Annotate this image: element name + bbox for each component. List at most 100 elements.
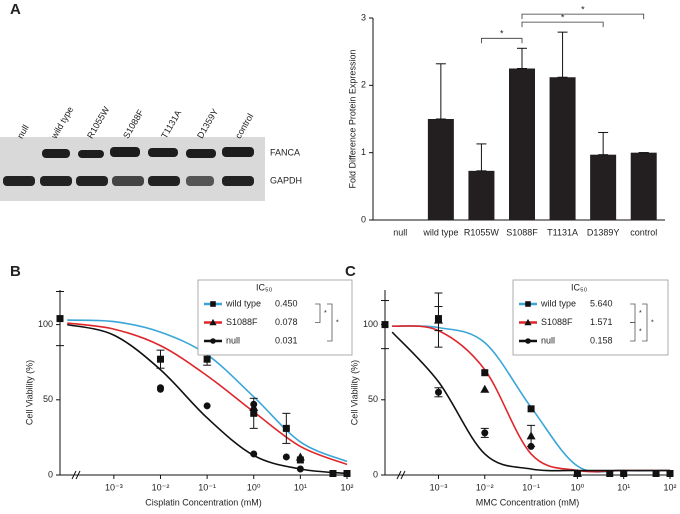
- legend-box: [197, 279, 353, 356]
- marker-square: [56, 315, 64, 323]
- bar: [630, 152, 657, 220]
- marker-square: [250, 409, 258, 417]
- legend-ic50: 0.450: [275, 298, 298, 308]
- blot-background: [0, 137, 265, 201]
- marker-triangle: [209, 318, 217, 326]
- panel-label: C: [345, 263, 356, 280]
- band: [76, 176, 108, 186]
- marker-square: [282, 424, 290, 432]
- error-bar: [598, 131, 609, 156]
- band: [42, 149, 70, 158]
- significance-label: *: [561, 13, 565, 23]
- x-tick-label: 10²: [663, 482, 676, 492]
- y-tick-label: 0: [48, 469, 53, 479]
- band: [222, 176, 254, 186]
- x-tick-label: 10¹: [294, 482, 307, 492]
- fanca-bands: [42, 147, 254, 158]
- x-tick-label: 10⁻²: [476, 482, 494, 492]
- band: [148, 176, 180, 186]
- band-label: GAPDH: [270, 175, 302, 185]
- marker-square: [481, 369, 489, 377]
- legend-significance: *: [651, 319, 654, 326]
- x-tick-label: null: [393, 227, 407, 237]
- legend-significance: *: [639, 310, 642, 317]
- marker-square: [343, 469, 351, 477]
- legend-bracket: [327, 303, 333, 342]
- x-tick-label: 10⁻³: [430, 482, 448, 492]
- legend-header: IC₅₀: [571, 282, 588, 292]
- marker-circle: [250, 400, 258, 408]
- x-tick-label: T1131A: [547, 227, 578, 237]
- marker-circle: [573, 469, 581, 477]
- marker-triangle: [526, 431, 536, 440]
- marker-square: [203, 355, 211, 363]
- gapdh-bands: [3, 176, 254, 186]
- marker-circle: [296, 465, 304, 473]
- x-tick-label: S1088F: [506, 227, 538, 237]
- marker-square: [527, 405, 535, 413]
- bar: [427, 119, 454, 220]
- fit-curve: [67, 322, 348, 466]
- x-axis-label: Cisplatin Concentration (mM): [145, 497, 262, 507]
- marker-square: [156, 355, 164, 363]
- legend-label: null: [541, 335, 555, 345]
- band: [3, 176, 35, 186]
- marker-square: [381, 321, 389, 329]
- panel-label: A: [10, 1, 21, 18]
- legend-label: wild type: [225, 298, 261, 308]
- marker-circle: [620, 469, 628, 477]
- band: [110, 147, 140, 157]
- x-tick-label: 10⁻³: [105, 482, 123, 492]
- x-tick-label: 10⁻¹: [198, 482, 216, 492]
- marker-circle: [250, 450, 258, 458]
- marker-circle: [666, 469, 674, 477]
- legend-label: null: [226, 335, 240, 345]
- x-tick-label: 10¹: [617, 482, 630, 492]
- x-tick-label: 10⁰: [571, 482, 585, 492]
- legend-significance: *: [336, 319, 339, 326]
- marker-triangle: [433, 315, 443, 324]
- marker-circle: [282, 453, 290, 461]
- marker-circle: [527, 442, 535, 450]
- y-axis-label: Cell Viability (%): [24, 360, 34, 425]
- y-tick-label: 0: [373, 469, 378, 479]
- legend-ic50: 0.031: [275, 335, 298, 345]
- significance-bracket: [521, 13, 645, 20]
- bar: [468, 170, 495, 220]
- marker-circle: [203, 402, 211, 410]
- axis-break: [396, 470, 406, 480]
- marker-square: [606, 469, 614, 477]
- error-bar: [476, 143, 487, 172]
- x-tick-label: 10⁻²: [152, 482, 170, 492]
- marker-square: [210, 301, 216, 307]
- x-tick-label: 10⁻¹: [522, 482, 540, 492]
- y-tick-label: 1: [361, 147, 366, 157]
- bar: [509, 68, 535, 220]
- panel-label: B: [10, 263, 21, 280]
- x-tick-label: 10⁰: [247, 482, 261, 492]
- bar: [590, 154, 617, 220]
- legend-significance: *: [324, 310, 327, 317]
- x-axis-label: MMC Concentration (mM): [476, 497, 580, 507]
- x-tick-label: wild type: [422, 227, 458, 237]
- band: [222, 147, 254, 157]
- band: [78, 150, 104, 158]
- lane-label: T1131A: [159, 108, 183, 140]
- y-tick-label: 100: [363, 319, 378, 329]
- band: [186, 149, 216, 158]
- lane-label: D1359Y: [195, 107, 220, 140]
- marker-square: [525, 301, 531, 307]
- legend-box: [512, 279, 669, 356]
- band: [112, 176, 144, 186]
- y-tick-label: 50: [43, 394, 53, 404]
- legend-ic50: 5.640: [590, 298, 613, 308]
- significance-bracket: [521, 21, 604, 28]
- legend-label: wild type: [540, 298, 576, 308]
- y-axis-label: Fold Difference Protein Expression: [347, 50, 357, 189]
- marker-circle: [434, 388, 442, 396]
- marker-circle: [210, 338, 216, 344]
- y-axis-label: Cell Viability (%): [349, 360, 359, 425]
- lane-label: wild type: [49, 105, 76, 141]
- marker-triangle: [295, 452, 305, 461]
